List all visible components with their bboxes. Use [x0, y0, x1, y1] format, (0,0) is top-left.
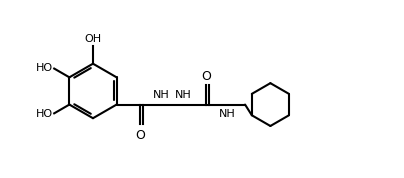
Text: HO: HO	[36, 109, 53, 119]
Text: O: O	[135, 129, 145, 142]
Text: O: O	[201, 70, 211, 83]
Text: OH: OH	[84, 34, 101, 44]
Text: NH: NH	[219, 109, 236, 119]
Text: NH: NH	[175, 90, 191, 100]
Text: NH: NH	[153, 90, 170, 100]
Text: HO: HO	[36, 63, 53, 73]
